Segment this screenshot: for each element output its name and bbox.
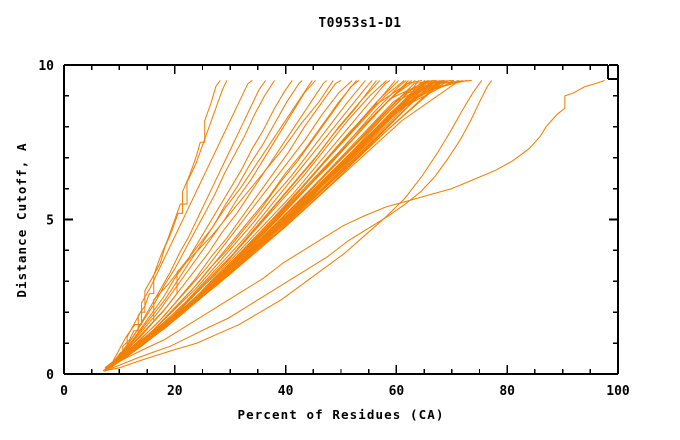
chart-title: T0953s1-D1 xyxy=(318,16,401,31)
x-tick-label: 100 xyxy=(606,384,630,399)
x-tick-label: 80 xyxy=(499,384,515,399)
data-curve xyxy=(113,80,460,363)
data-curve xyxy=(103,80,303,372)
x-tick-label: 20 xyxy=(167,384,183,399)
data-curve xyxy=(111,79,450,366)
axis-tick-labels-layer: 0 20 40 60 80 100 0 5 10 xyxy=(38,59,630,399)
data-curve xyxy=(106,79,605,369)
data-curve xyxy=(104,80,493,372)
axis-ticks-layer xyxy=(63,64,619,375)
x-axis-title: Percent of Residues (CA) xyxy=(237,407,444,422)
data-curve xyxy=(106,80,293,369)
x-tick-label: 40 xyxy=(278,384,294,399)
data-curve xyxy=(102,80,253,372)
y-tick-label: 0 xyxy=(46,368,54,383)
x-tick-label: 60 xyxy=(389,384,405,399)
data-curve xyxy=(104,80,334,372)
x-tick-label: 0 xyxy=(60,384,68,399)
data-curve xyxy=(104,80,275,372)
data-curve xyxy=(103,80,483,372)
data-curve xyxy=(104,80,445,369)
data-curve xyxy=(105,80,316,369)
y-axis-title: Distance Cutoff, A xyxy=(14,142,29,297)
data-curves-layer xyxy=(102,79,605,372)
y-tick-label: 5 xyxy=(46,214,54,229)
data-curve xyxy=(105,80,353,369)
y-tick-label: 10 xyxy=(38,59,54,74)
